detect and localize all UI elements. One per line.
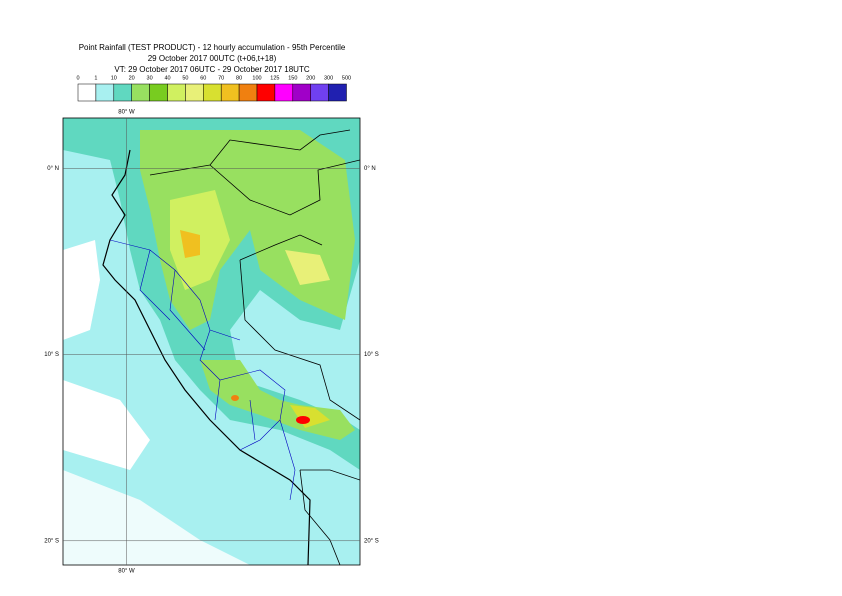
region-border <box>109 239 296 501</box>
lat-label: 10° S <box>44 352 59 358</box>
lat-label: 0° N <box>364 166 376 172</box>
legend-label: 100 <box>252 75 261 81</box>
dry-area <box>63 470 250 565</box>
legend-label: 0 <box>76 75 79 81</box>
legend-swatch <box>310 83 329 102</box>
rain-60 <box>290 405 330 428</box>
rain-100 <box>296 416 310 424</box>
legend-label: 1 <box>94 75 97 81</box>
subtitle: 29 October 2017 00UTC (t+06,t+18) <box>148 54 277 63</box>
map-frame <box>62 117 361 566</box>
legend-label: 30 <box>147 75 153 81</box>
legend-swatch <box>256 83 276 102</box>
country-border <box>149 129 360 565</box>
legend-label: 80 <box>236 75 242 81</box>
legend-label: 200 <box>306 75 315 81</box>
title-block: Point Rainfall (TEST PRODUCT) - 12 hourl… <box>79 43 346 74</box>
legend-swatch <box>167 83 186 102</box>
legend-label: 150 <box>288 75 297 81</box>
legend-label: 125 <box>270 75 279 81</box>
rain-80 <box>231 395 239 401</box>
lat-label: 20° S <box>364 538 379 544</box>
legend-swatch <box>203 83 222 102</box>
legend-label: 50 <box>182 75 188 81</box>
rain-40 <box>285 250 330 285</box>
legend-label: 70 <box>218 75 224 81</box>
legend-label: 60 <box>200 75 206 81</box>
lat-label: 10° S <box>364 352 379 358</box>
legend-swatch <box>131 83 150 102</box>
legend-swatch <box>77 83 97 102</box>
dry-area <box>63 240 100 340</box>
legend-swatch <box>113 83 132 102</box>
subtitle: VT: 29 October 2017 06UTC - 29 October 2… <box>114 65 309 74</box>
legend-swatch <box>149 83 168 102</box>
legend-swatch <box>220 83 240 102</box>
lon-label: 80° W <box>118 569 135 575</box>
dry-area <box>63 380 150 470</box>
lon-label: 80° W <box>118 110 135 116</box>
legend-label: 40 <box>164 75 170 81</box>
legend-label: 20 <box>129 75 135 81</box>
rainfall-field <box>63 118 360 565</box>
legend-label: 10 <box>111 75 117 81</box>
legend-label: 300 <box>324 75 333 81</box>
map: 80° W 80° W 0° N 0° N 10° S 10° S 20° S 20° S <box>44 110 379 575</box>
lat-label: 0° N <box>47 166 59 172</box>
legend-swatch <box>95 83 115 102</box>
legend-swatch <box>292 83 311 102</box>
legend-swatch <box>238 83 258 102</box>
legend: 0 1 10 20 30 40 50 60 70 80 100 125 150 200 300 500 <box>76 75 351 102</box>
legend-swatch <box>328 83 347 102</box>
title: Point Rainfall (TEST PRODUCT) - 12 hourl… <box>79 43 346 52</box>
legend-swatch <box>274 83 294 102</box>
legend-swatch <box>185 83 204 102</box>
coastline <box>102 149 311 565</box>
rain-70 <box>180 230 200 258</box>
legend-label: 500 <box>342 75 351 81</box>
lat-label: 20° S <box>44 538 59 544</box>
